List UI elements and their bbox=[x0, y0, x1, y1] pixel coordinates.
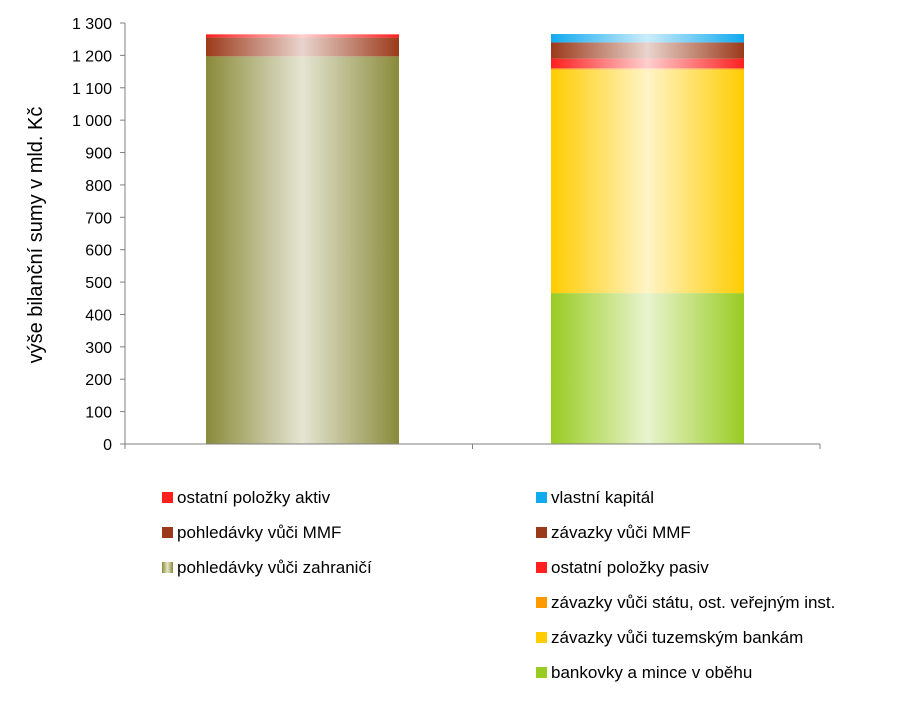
y-tick-label: 100 bbox=[85, 405, 112, 422]
legend-item: vlastní kapitál bbox=[536, 485, 835, 510]
legend-item: pohledávky vůči zahraničí bbox=[162, 555, 372, 580]
y-tick-label: 600 bbox=[85, 243, 112, 260]
legend-label: vlastní kapitál bbox=[551, 487, 654, 507]
legend-swatch bbox=[162, 527, 173, 538]
chart: 0 100 200 300 400 500 600 700 800 900 1 000 1 100 1 … bbox=[25, 16, 821, 454]
y-tick-label: 1 100 bbox=[72, 81, 112, 98]
legend-swatch bbox=[536, 527, 547, 538]
bar-2-segment-5 bbox=[551, 42, 744, 59]
y-tick-label: 1 300 bbox=[72, 16, 112, 33]
legend-label: ostatní položky pasiv bbox=[551, 557, 709, 577]
legend-item: pohledávky vůči MMF bbox=[162, 520, 372, 545]
y-tick-label: 800 bbox=[85, 178, 112, 195]
legend-left: ostatní položky aktiv pohledávky vůči MMF… bbox=[162, 485, 372, 590]
bar-2-segment-6 bbox=[551, 34, 744, 43]
bar-1-segment-1 bbox=[206, 56, 399, 445]
y-tick-label: 300 bbox=[85, 340, 112, 357]
legend-label: závazky vůči státu, ost. veřejným inst. bbox=[551, 592, 836, 612]
y-tick-label: 400 bbox=[85, 307, 112, 324]
legend-label: ostatní položky aktiv bbox=[177, 487, 331, 507]
legend-swatch bbox=[536, 597, 547, 608]
legend-item: ostatní položky pasiv bbox=[536, 555, 835, 580]
legend-swatch bbox=[536, 667, 547, 678]
bar-2-segment-2 bbox=[551, 69, 744, 294]
legend-swatch bbox=[536, 562, 547, 573]
bars-group bbox=[206, 34, 744, 445]
legend-label: pohledávky vůči zahraničí bbox=[177, 557, 372, 577]
legend-item: ostatní položky aktiv bbox=[162, 485, 372, 510]
y-tick-label: 700 bbox=[85, 210, 112, 227]
bar-2-segment-1 bbox=[551, 293, 744, 444]
bar-2-segment-4 bbox=[551, 58, 744, 69]
y-tick-label: 900 bbox=[85, 146, 112, 163]
legend-swatch bbox=[162, 562, 173, 573]
legend-label: závazky vůči MMF bbox=[551, 522, 691, 542]
legend-item: bankovky a mince v oběhu bbox=[536, 660, 835, 685]
y-axis-label: výše bilanční sumy v mld. Kč bbox=[25, 107, 47, 364]
bar-2-segment-3 bbox=[551, 68, 744, 70]
legend-label: závazky vůči tuzemským bankám bbox=[551, 627, 804, 647]
legend-item: závazky vůči státu, ost. veřejným inst. bbox=[536, 590, 835, 615]
legend-right: vlastní kapitál závazky vůči MMF ostatní p… bbox=[536, 485, 835, 695]
legend-item: závazky vůči tuzemským bankám bbox=[536, 625, 835, 650]
y-tick-label: 500 bbox=[85, 275, 112, 292]
y-tick-label: 1 000 bbox=[72, 113, 112, 130]
axes-group: 0 100 200 300 400 500 600 700 800 900 1 000 1 100 1 … bbox=[72, 16, 821, 454]
legend-label: bankovky a mince v oběhu bbox=[551, 662, 753, 682]
legend-swatch bbox=[536, 632, 547, 643]
legend-item: závazky vůči MMF bbox=[536, 520, 835, 545]
bar-1-segment-3 bbox=[206, 34, 399, 38]
y-tick-label: 1 200 bbox=[72, 48, 112, 65]
legend-swatch bbox=[536, 492, 547, 503]
legend-label: pohledávky vůči MMF bbox=[177, 522, 342, 542]
bar-1-segment-2 bbox=[206, 37, 399, 57]
legend-swatch bbox=[162, 492, 173, 503]
y-tick-label: 0 bbox=[103, 437, 112, 454]
y-tick-label: 200 bbox=[85, 372, 112, 389]
